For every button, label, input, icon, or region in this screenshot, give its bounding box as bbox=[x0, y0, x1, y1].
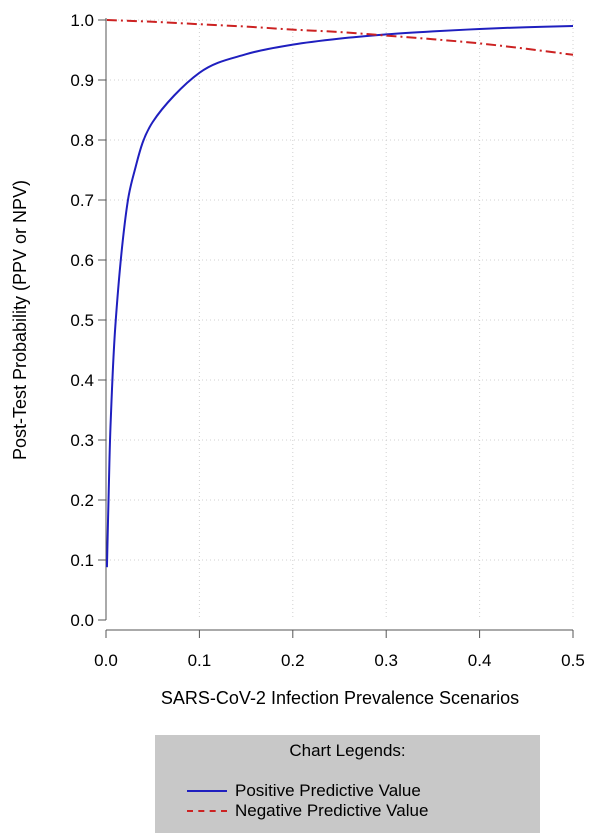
legend-title: Chart Legends: bbox=[289, 741, 406, 760]
y-tick-label: 1.0 bbox=[70, 11, 94, 30]
y-tick-label: 0.3 bbox=[70, 431, 94, 450]
x-tick-label: 0.5 bbox=[561, 651, 585, 670]
y-tick-label: 0.0 bbox=[70, 611, 94, 630]
x-tick-label: 0.4 bbox=[468, 651, 492, 670]
legend-item-npv: Negative Predictive Value bbox=[155, 801, 540, 821]
x-tick-label: 0.2 bbox=[281, 651, 305, 670]
grid-lines bbox=[106, 19, 574, 620]
y-axis-title: Post-Test Probability (PPV or NPV) bbox=[10, 180, 30, 460]
y-tick-label: 0.1 bbox=[70, 551, 94, 570]
axes bbox=[98, 18, 574, 638]
ppv-line bbox=[105, 25, 574, 568]
chart-area: 0.0 0.1 0.2 0.3 0.4 0.5 0.0 0.1 0.2 0.3 0.4 0.5 0.6… bbox=[10, 11, 585, 708]
x-tick-label: 0.3 bbox=[374, 651, 398, 670]
x-axis-title: SARS-CoV-2 Infection Prevalence Scenario… bbox=[161, 688, 519, 708]
y-tick-label: 0.4 bbox=[70, 371, 94, 390]
legend-label-ppv: Positive Predictive Value bbox=[235, 781, 421, 800]
npv-line bbox=[106, 19, 574, 56]
y-tick-labels: 0.0 0.1 0.2 0.3 0.4 0.5 0.6 0.7 0.8 0.9 1.0 bbox=[70, 11, 94, 630]
y-tick-label: 0.2 bbox=[70, 491, 94, 510]
series-lines bbox=[105, 19, 574, 568]
chart-legend: Chart Legends: Positive Predictive Value… bbox=[155, 735, 540, 833]
x-tick-label: 0.0 bbox=[94, 651, 118, 670]
x-tick-label: 0.1 bbox=[188, 651, 212, 670]
y-tick-label: 0.8 bbox=[70, 131, 94, 150]
legend-swatch-ppv bbox=[187, 790, 227, 792]
legend-swatch-npv bbox=[187, 810, 227, 812]
y-tick-label: 0.5 bbox=[70, 311, 94, 330]
x-tick-labels: 0.0 0.1 0.2 0.3 0.4 0.5 bbox=[94, 651, 585, 670]
y-tick-label: 0.7 bbox=[70, 191, 94, 210]
y-tick-label: 0.6 bbox=[70, 251, 94, 270]
legend-label-npv: Negative Predictive Value bbox=[235, 801, 429, 820]
y-tick-label: 0.9 bbox=[70, 71, 94, 90]
legend-item-ppv: Positive Predictive Value bbox=[155, 781, 540, 801]
